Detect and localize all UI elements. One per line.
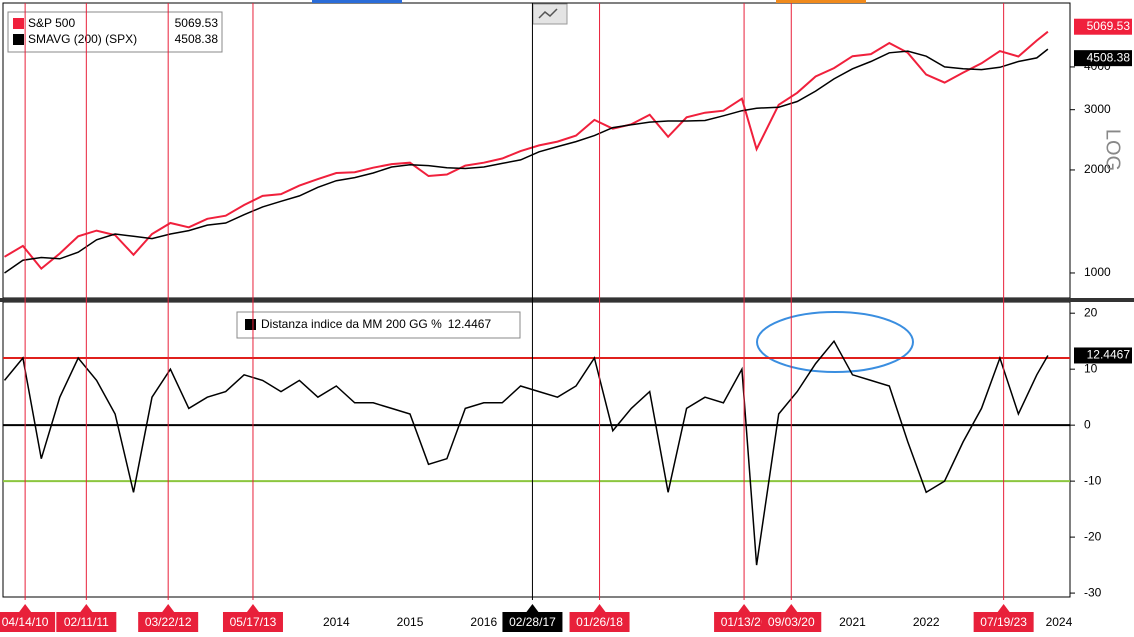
marker-label: 03/22/12 (145, 615, 192, 629)
y-tick-label: -30 (1084, 585, 1102, 599)
marker-label: 01/13/20 (721, 615, 768, 629)
x-tick-label: 2022 (913, 615, 940, 629)
marker-arrow (785, 604, 798, 612)
legend-swatch (13, 34, 24, 45)
legend-swatch (13, 18, 24, 29)
y-tick-label: 0 (1084, 417, 1091, 431)
marker-label: 09/03/20 (768, 615, 815, 629)
legend-value: 12.4467 (448, 317, 492, 331)
marker-label: 02/28/17 (509, 615, 556, 629)
marker-arrow (162, 604, 175, 612)
x-tick-label: 2024 (1046, 615, 1073, 629)
y-tick-label: 1000 (1084, 265, 1111, 279)
marker-box (222, 612, 283, 632)
last-value-tag (1074, 347, 1132, 364)
marker-box (56, 612, 117, 632)
marker-label: 07/19/23 (980, 615, 1027, 629)
scale-label: LOG (1102, 129, 1124, 171)
marker-box (569, 612, 630, 632)
y-tick-label: 20 (1084, 305, 1098, 319)
last-value-label: 12.4467 (1087, 348, 1131, 362)
marker-box (714, 612, 775, 632)
last-value-tag (1074, 18, 1132, 35)
marker-label: 05/17/13 (230, 615, 277, 629)
legend-swatch (245, 319, 256, 330)
plot-area (3, 339, 1070, 566)
marker-label: 01/26/18 (576, 615, 623, 629)
marker-arrow (997, 604, 1010, 612)
legend-label: Distanza indice da MM 200 GG % (261, 317, 442, 331)
panel-divider (0, 298, 1134, 302)
chart-type-icon (538, 8, 558, 19)
x-tick-label: 2016 (470, 615, 497, 629)
tab-indicator (776, 0, 866, 3)
y-tick-label: -10 (1084, 473, 1102, 487)
y-tick-label: -20 (1084, 529, 1102, 543)
marker-arrow (526, 604, 539, 612)
marker-arrow (246, 604, 259, 612)
marker-arrow (19, 604, 32, 612)
marker-label: 04/14/10 (2, 615, 49, 629)
y-tick-label: 2000 (1084, 162, 1111, 176)
marker-label: 02/11/11 (64, 615, 109, 629)
legend-box (236, 311, 521, 339)
highlight-ellipse (756, 311, 914, 373)
legend-label: S&P 500 (28, 16, 75, 30)
series-line (3, 339, 1049, 566)
y-tick-label: 3000 (1084, 102, 1111, 116)
marker-arrow (593, 604, 606, 612)
plot-area (3, 30, 1049, 274)
tab-indicator (312, 0, 402, 3)
x-tick-label: 2015 (397, 615, 424, 629)
series-line (3, 30, 1049, 271)
marker-box (0, 612, 56, 632)
panel: -30 -20 -10 0 10 20 2014 2015 2016 2021 2022 2024 12… (3, 305, 1132, 629)
marker-arrow (80, 604, 93, 612)
marker-box (761, 612, 822, 632)
last-value-label: 5069.53 (1087, 19, 1131, 33)
legend-value: 4508.38 (175, 32, 219, 46)
legend-box (7, 11, 223, 53)
marker-box (973, 612, 1034, 632)
marker-box (138, 612, 199, 632)
series-line (4, 48, 1049, 274)
chart-type-button[interactable] (532, 3, 568, 25)
x-tick-label: 2021 (839, 615, 866, 629)
marker-arrow (738, 604, 751, 612)
last-value-label: 4508.38 (1087, 50, 1131, 64)
x-tick-label: 2014 (323, 615, 350, 629)
y-tick-label: 10 (1084, 361, 1098, 375)
last-value-tag (1074, 50, 1132, 67)
legend-label: SMAVG (200) (SPX) (28, 32, 137, 46)
legend-value: 5069.53 (175, 16, 219, 30)
marker-box (502, 612, 563, 632)
